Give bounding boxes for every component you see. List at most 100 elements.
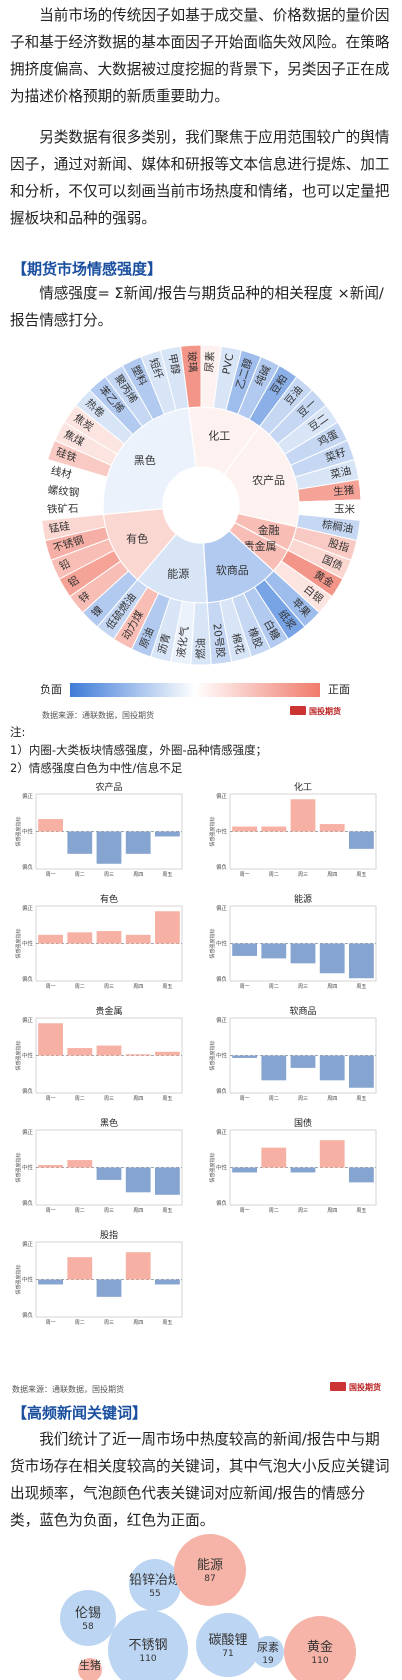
x-tick-label: 周四 [133, 872, 143, 878]
bubble-circle [252, 1636, 284, 1668]
bar-周一 [38, 819, 64, 832]
bar-chart-title: 股指 [100, 1229, 118, 1241]
outer-label: 液化气 [174, 625, 191, 658]
y-tick-label: 偏负 [22, 1199, 34, 1207]
x-tick-label: 周四 [327, 1096, 337, 1102]
notes-title: 注: [10, 725, 26, 739]
bar-周一 [232, 943, 258, 956]
bubble-count: 110 [139, 1654, 156, 1664]
outer-label: 棕榈油 [321, 518, 354, 536]
y-tick-label: 中性 [216, 1164, 228, 1172]
y-tick-label: 中性 [216, 1052, 228, 1060]
note-1: 1）内圈-大类板块情感强度，外圈-品种情感强度； [10, 743, 268, 757]
x-tick-label: 周三 [104, 1320, 114, 1326]
bar-周三 [96, 931, 122, 944]
y-tick-label: 偏负 [22, 1087, 34, 1095]
bubble-count: 58 [82, 1622, 94, 1632]
x-tick-label: 周一 [46, 984, 56, 990]
bubble-word: 能源 [197, 1558, 223, 1573]
bar-周三 [96, 1167, 122, 1180]
y-tick-label: 中性 [22, 1164, 34, 1172]
bar-周五 [348, 943, 374, 979]
bubble-生猪: 生猪 [78, 1658, 102, 1680]
x-tick-label: 周四 [133, 984, 143, 990]
bar-chart-title: 黑色 [100, 1117, 118, 1129]
bar-周四 [319, 824, 345, 832]
bubble-word: 不锈钢 [128, 1638, 167, 1653]
bar-周五 [348, 1167, 374, 1183]
bubble-circle [174, 1534, 246, 1606]
y-tick-label: 偏负 [216, 863, 228, 871]
x-tick-label: 周二 [75, 984, 85, 990]
outer-label: 短纤 [147, 357, 166, 382]
bubble-circle [129, 1559, 181, 1611]
bubble-circle [284, 1616, 356, 1680]
intro-paragraph-1: 当前市场的传统因子如基于成交量、价格数据的量价因子和基于经济数据的基本面因子开始… [10, 7, 390, 105]
bar-周五 [348, 831, 374, 849]
bar-周一 [232, 826, 258, 832]
bubble-word: 伦锡 [75, 1606, 101, 1621]
bar-周五 [154, 1167, 180, 1195]
bar-chart-title: 能源 [294, 893, 312, 905]
x-tick-label: 周五 [162, 1208, 172, 1214]
bar-周四 [319, 1140, 345, 1168]
bar-周二 [261, 943, 287, 959]
x-tick-label: 周一 [46, 1096, 56, 1102]
x-tick-label: 周五 [356, 984, 366, 990]
x-tick-label: 周五 [356, 872, 366, 878]
outer-label: 螺纹钢 [47, 483, 80, 499]
x-tick-label: 周二 [269, 1208, 279, 1214]
x-tick-label: 周一 [240, 984, 250, 990]
bar-周二 [261, 1147, 287, 1168]
formula-text: 情感强度= Σ新闻/报告与期货品种的相关程度 ×新闻/报告情感打分。 [10, 285, 384, 329]
x-tick-label: 周三 [298, 1096, 308, 1102]
inner-label: 金融 [258, 523, 280, 537]
bubble-word: 生猪 [79, 1658, 101, 1672]
bar-周四 [125, 1054, 151, 1056]
bubble-count: 19 [262, 1656, 274, 1666]
outer-label: PVC [221, 353, 237, 376]
outer-label: 玻璃 [185, 351, 199, 373]
bar-周五 [154, 1051, 180, 1056]
y-tick-label: 偏正 [22, 1016, 34, 1024]
bar-周四 [125, 1167, 151, 1193]
outer-sector-甲醇 [159, 345, 190, 411]
x-tick-label: 周二 [75, 1096, 85, 1102]
bar-周二 [67, 1257, 93, 1280]
x-tick-label: 周一 [46, 1208, 56, 1214]
x-tick-label: 周五 [356, 1096, 366, 1102]
x-tick-label: 周一 [46, 1320, 56, 1326]
x-tick-label: 周四 [327, 872, 337, 878]
legend-gradient [70, 683, 320, 697]
bar-周一 [38, 1279, 64, 1285]
bubble-count: 71 [222, 1649, 233, 1659]
legend-positive-label: 正面 [328, 683, 350, 696]
bar-周二 [261, 1055, 287, 1081]
bar-周三 [96, 831, 122, 864]
y-axis-label: 情感强度指标 [15, 1152, 22, 1182]
legend-negative-label: 负面 [40, 683, 62, 696]
inner-label: 黑色 [134, 453, 156, 467]
bar-chart-title: 农产品 [95, 781, 122, 793]
bar-周二 [67, 1048, 93, 1056]
x-tick-label: 周二 [269, 872, 279, 878]
x-tick-label: 周三 [104, 872, 114, 878]
inner-label: 软商品 [216, 563, 249, 577]
x-tick-label: 周三 [298, 1208, 308, 1214]
outer-label: 甲醇 [166, 353, 183, 377]
bar-周四 [319, 943, 345, 974]
x-tick-label: 周三 [298, 984, 308, 990]
y-tick-label: 中性 [216, 828, 228, 836]
bar-周五 [348, 1055, 374, 1088]
bar-周二 [67, 932, 93, 944]
logo-text: 国投期货 [309, 707, 341, 716]
